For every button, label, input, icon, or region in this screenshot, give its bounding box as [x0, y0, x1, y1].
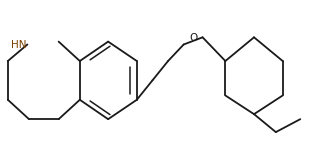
- Text: O: O: [189, 33, 198, 43]
- Text: HN: HN: [11, 40, 26, 50]
